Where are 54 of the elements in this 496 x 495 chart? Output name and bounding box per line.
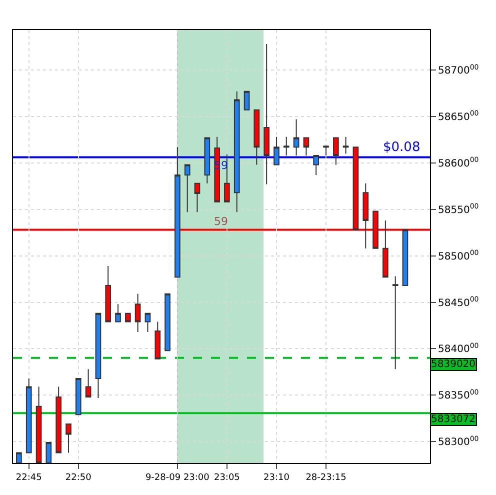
- candlestick: [402, 229, 408, 286]
- candlestick: [26, 378, 32, 454]
- candlestick: [46, 442, 52, 463]
- y-tick-label: 58300$^{00}$: [438, 434, 479, 448]
- candlestick: [323, 146, 329, 156]
- candlestick: [313, 154, 319, 176]
- candlestick: [174, 146, 180, 278]
- candlestick: [254, 109, 260, 166]
- candlestick: [333, 137, 339, 166]
- y-tick-label: 58450$^{00}$: [438, 296, 479, 309]
- candlestick: [144, 312, 151, 332]
- x-tick-label: 23:05: [214, 472, 240, 483]
- candlestick: [154, 321, 161, 360]
- annotation: 59: [214, 215, 228, 228]
- y-tick-label: 58650$^{00}$: [438, 110, 479, 123]
- candlestick: [56, 386, 62, 454]
- x-tick-label: 22:45: [16, 472, 42, 483]
- x-tick-label: 23:10: [264, 472, 290, 483]
- y-tick-label: 58350$^{00}$: [438, 388, 479, 402]
- candlestick: [184, 164, 190, 213]
- candlestick: [75, 378, 82, 416]
- x-tick-label: 28-23:15: [306, 472, 346, 483]
- candlestick: [85, 368, 92, 398]
- candlestick: [342, 136, 349, 154]
- candlestick: [274, 136, 280, 166]
- ref-line-label: 5839020: [431, 359, 476, 370]
- annotation: 59: [214, 159, 228, 172]
- y-tick-label: 58600$^{00}$: [438, 156, 479, 170]
- y-tick-label: 58400$^{00}$: [438, 342, 479, 356]
- candlestick: [392, 276, 398, 370]
- y-tick-label: 58700$^{00}$: [438, 63, 479, 76]
- candlestick: [125, 312, 131, 322]
- candlestick: [134, 293, 141, 332]
- annotation: $0.08: [383, 140, 420, 155]
- candlestick: [105, 266, 111, 322]
- candlestick: [234, 90, 240, 213]
- candlestick: [303, 137, 310, 156]
- candlestick: [95, 312, 102, 398]
- candlestick: [16, 452, 22, 463]
- candlestick: [36, 386, 42, 463]
- candlestick: [164, 293, 170, 352]
- candlestick: [264, 43, 270, 185]
- x-tick-label: 22:50: [65, 472, 92, 483]
- candlestick: [283, 136, 290, 156]
- y-tick-label: 58500$^{00}$: [438, 249, 479, 262]
- candlestick: [204, 137, 210, 184]
- ref-line-label: 5833072: [431, 414, 476, 425]
- x-tick-label: 9-28-09 23:00: [145, 472, 210, 483]
- candlestick: [293, 118, 300, 156]
- candlestick: [66, 423, 72, 454]
- y-tick-label: 58550$^{00}$: [438, 202, 479, 216]
- candlestick: [115, 304, 121, 322]
- candlestick: [194, 182, 200, 213]
- candlestick: [244, 90, 250, 110]
